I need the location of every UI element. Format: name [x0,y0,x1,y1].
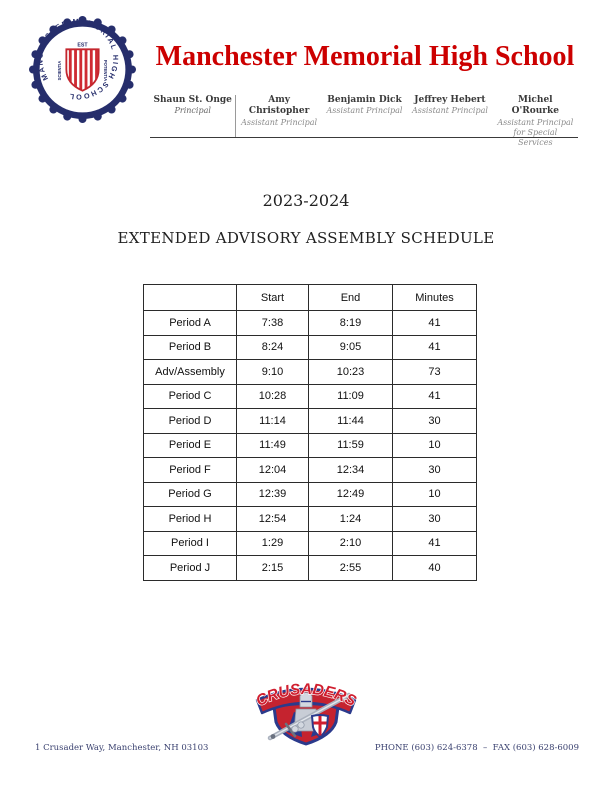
cell-period: Period E [143,432,237,458]
cell-end: 12:34 [308,457,393,483]
cell-start: 11:14 [236,408,309,434]
cell-end: 2:55 [308,555,393,581]
cell-end: 1:24 [308,506,393,532]
table-row: Period J 2:15 2:55 40 [143,555,477,581]
cell-minutes: 10 [392,481,477,507]
crusaders-logo-icon: CRUSADERS [253,680,359,746]
staff-title: Assistant Principal for Special Services [497,117,574,147]
cell-minutes: 73 [392,359,477,385]
cell-start: 8:24 [236,334,309,360]
cell-period: Period I [143,530,237,556]
staff-title: Assistant Principal [326,106,403,116]
staff-name: Jeffrey Hebert [414,95,486,105]
footer-address: 1 Crusader Way, Manchester, NH 03103 [35,743,209,753]
staff-entry: Shaun St. Onge Principal [150,95,237,137]
col-header-start: Start [236,284,309,311]
table-row: Period H 12:54 1:24 30 [143,506,477,532]
cell-minutes: 30 [392,506,477,532]
school-year-heading: 2023-2024 [262,191,350,210]
cell-period: Period C [143,383,237,409]
cell-minutes: 41 [392,530,477,556]
footer-phone-fax: PHONE (603) 624-6378 – FAX (603) 628-600… [374,743,579,753]
staff-title: Principal [174,106,211,116]
staff-name: Amy Christopher [248,95,310,117]
cell-period: Period F [143,457,237,483]
cell-start: 9:10 [236,359,309,385]
cell-period: Adv/Assembly [143,359,237,385]
cell-minutes: 10 [392,432,477,458]
cell-start: 7:38 [236,310,309,336]
staff-name: Benjamin Dick [327,95,402,105]
cell-period: Period H [143,506,237,532]
cell-start: 12:39 [236,481,309,507]
cell-minutes: 30 [392,408,477,434]
cell-start: 12:54 [236,506,309,532]
staff-entry: Jeffrey Hebert Assistant Principal [407,95,492,116]
staff-name: Shaun St. Onge [153,95,232,105]
staff-title: Assistant Principal [411,106,488,116]
cell-period: Period J [143,555,237,581]
staff-entry: Michel O'Rourke Assistant Principal for … [493,95,578,148]
cell-start: 2:15 [236,555,309,581]
table-row: Period D 11:14 11:44 30 [143,408,477,434]
table-row: Period A 7:38 8:19 41 [143,310,477,336]
table-row: Period F 12:04 12:34 30 [143,457,477,483]
staff-entry: Benjamin Dick Assistant Principal [322,95,407,116]
table-row: Adv/Assembly 9:10 10:23 73 [143,359,477,385]
schedule-title-heading: EXTENDED ADVISORY ASSEMBLY SCHEDULE [117,229,495,247]
header-divider [150,137,578,138]
cell-end: 11:09 [308,383,393,409]
cell-start: 12:04 [236,457,309,483]
col-header-period [143,284,237,311]
cell-end: 10:23 [308,359,393,385]
cell-minutes: 41 [392,334,477,360]
cell-period: Period D [143,408,237,434]
staff-name: Michel O'Rourke [511,95,559,117]
table-header-row: Start End Minutes [143,284,477,311]
seal-motto-right: POTENTIA [103,60,108,81]
staff-entry: Amy Christopher Assistant Principal [236,95,321,128]
staff-title: Assistant Principal [241,117,318,127]
table-row: Period I 1:29 2:10 41 [143,530,477,556]
cell-end: 11:59 [308,432,393,458]
cell-period: Period G [143,481,237,507]
seal-motto-left: SCIENTIA [57,61,62,81]
cell-end: 11:44 [308,408,393,434]
cell-end: 12:49 [308,481,393,507]
cell-period: Period A [143,310,237,336]
page-title: Manchester Memorial High School [155,41,575,72]
table-row: Period B 8:24 9:05 41 [143,334,477,360]
cell-end: 8:19 [308,310,393,336]
col-header-end: End [308,284,393,311]
cell-minutes: 40 [392,555,477,581]
cell-end: 9:05 [308,334,393,360]
cell-minutes: 41 [392,310,477,336]
cell-start: 11:49 [236,432,309,458]
cell-start: 1:29 [236,530,309,556]
schedule-table: Start End Minutes Period A 7:38 8:19 41 … [143,284,477,581]
seal-est-text: EST [77,42,88,48]
cell-end: 2:10 [308,530,393,556]
cell-minutes: 30 [392,457,477,483]
table-row: Period C 10:28 11:09 41 [143,383,477,409]
school-seal-icon: MANCHESTER MEMORIAL HIGH SCHOOL EST SCIE… [29,16,136,123]
cell-start: 10:28 [236,383,309,409]
table-row: Period G 12:39 12:49 10 [143,481,477,507]
staff-roster: Shaun St. Onge Principal Amy Christopher… [150,95,578,147]
cell-period: Period B [143,334,237,360]
table-row: Period E 11:49 11:59 10 [143,432,477,458]
cell-minutes: 41 [392,383,477,409]
col-header-minutes: Minutes [392,284,477,311]
